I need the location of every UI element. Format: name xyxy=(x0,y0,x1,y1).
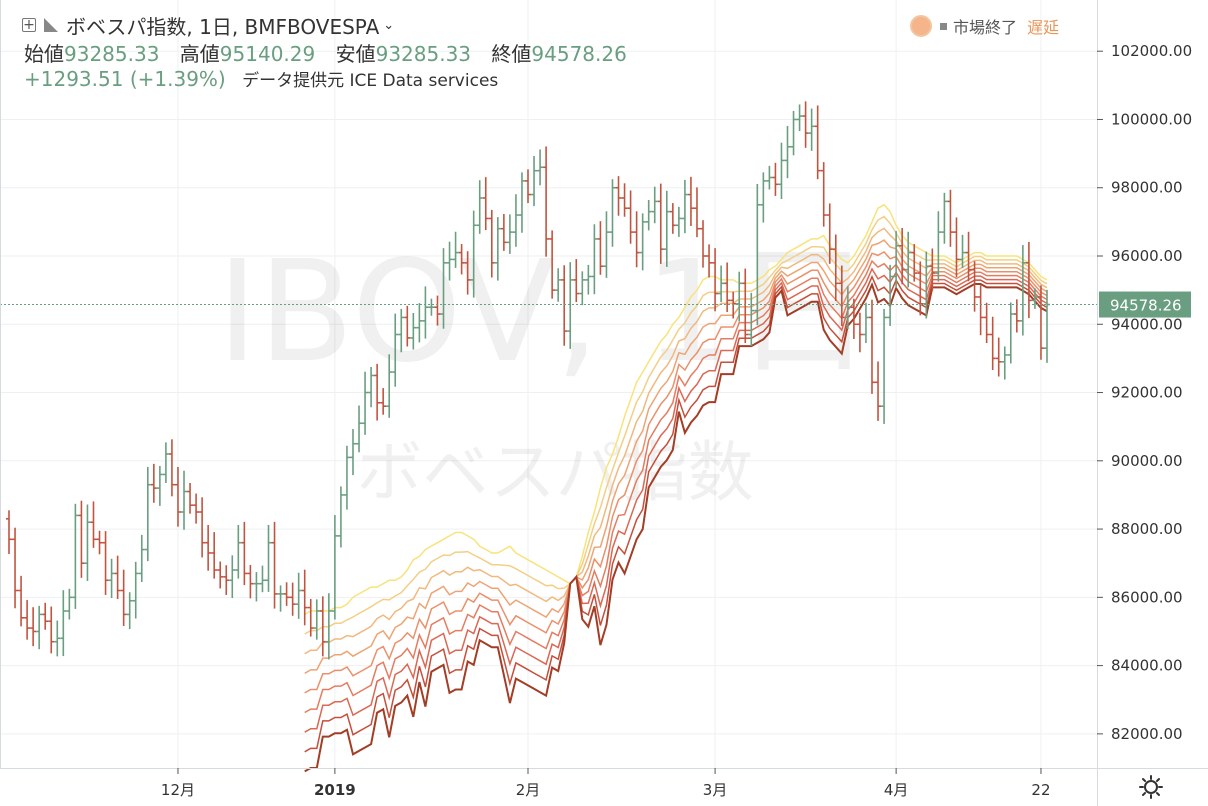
settings-gear-icon[interactable] xyxy=(1138,774,1164,800)
ribbon-ma-line xyxy=(304,215,1048,635)
symbol-flag-icon[interactable] xyxy=(44,18,58,32)
symbol-title[interactable]: ボベスパ指数, 1日, BMFBOVESPA xyxy=(66,14,380,39)
open-label: 始値 xyxy=(24,42,64,66)
open-value: 93285.33 xyxy=(64,42,160,66)
y-tick-label: 102000.00 xyxy=(1111,42,1192,60)
close-label: 終値 xyxy=(491,42,532,66)
high-label: 高値 xyxy=(179,42,220,66)
y-tick-label: 82000.00 xyxy=(1111,725,1183,743)
ribbon-ma-line xyxy=(304,267,1048,733)
delayed-label[interactable]: 遅延 xyxy=(1027,18,1060,37)
collapse-legend-icon[interactable]: + xyxy=(22,17,36,33)
chevron-down-icon[interactable]: ⌄ xyxy=(383,17,395,33)
data-provider: データ提供元 ICE Data services xyxy=(242,71,499,91)
ribbon-ma-line xyxy=(304,227,1048,655)
y-tick-label: 96000.00 xyxy=(1111,247,1183,265)
low-label: 安値 xyxy=(335,42,376,66)
y-tick-label: 98000.00 xyxy=(1111,179,1183,197)
y-tick-label: 100000.00 xyxy=(1111,110,1192,128)
x-tick-label: 2019 xyxy=(314,781,356,799)
y-tick-label: 92000.00 xyxy=(1111,384,1183,402)
ribbon-ma-line xyxy=(304,259,1048,714)
last-price-tag xyxy=(1099,291,1191,318)
x-tick-label: 2月 xyxy=(516,781,541,799)
market-closed-label: 市場終了 xyxy=(953,18,1018,37)
ribbon-ma-line xyxy=(304,239,1048,674)
high-value: 95140.29 xyxy=(219,42,316,66)
watermark-name: ボベスパ指数 xyxy=(356,434,753,511)
y-tick-label: 88000.00 xyxy=(1111,520,1183,538)
market-status: 市場終了 遅延 xyxy=(910,14,1059,38)
y-tick-label: 90000.00 xyxy=(1111,452,1183,470)
y-tick-label: 94000.00 xyxy=(1111,315,1183,333)
x-tick-label: 22 xyxy=(1031,781,1050,799)
y-tick-label: 86000.00 xyxy=(1111,588,1183,606)
ribbon-ma-line xyxy=(304,250,1048,694)
x-tick-label: 12月 xyxy=(161,781,195,799)
x-tick-label: 3月 xyxy=(703,781,728,799)
market-status-dot-icon xyxy=(910,15,932,37)
last-price-label: 94578.26 xyxy=(1110,297,1182,315)
ribbon-ma-line xyxy=(304,274,1048,753)
ribbon-ma-line xyxy=(304,203,1048,616)
ohlc-values: 始値93285.33 高値95140.29 安値93285.33 終値94578… xyxy=(24,38,641,66)
x-tick-label: 4月 xyxy=(884,781,909,799)
low-value: 93285.33 xyxy=(375,42,472,66)
status-square-icon xyxy=(940,22,947,30)
chart-legend: + ボベスパ指数, 1日, BMFBOVESPA ⌄ 始値93285.33 高値… xyxy=(6,12,641,94)
y-tick-label: 84000.00 xyxy=(1111,657,1183,675)
ribbon-ma-line xyxy=(304,281,1048,773)
price-change: +1293.51 (+1.39%) xyxy=(24,67,226,91)
watermark-symbol: IBOV, 1日 xyxy=(217,231,873,394)
close-value: 94578.26 xyxy=(531,42,627,66)
